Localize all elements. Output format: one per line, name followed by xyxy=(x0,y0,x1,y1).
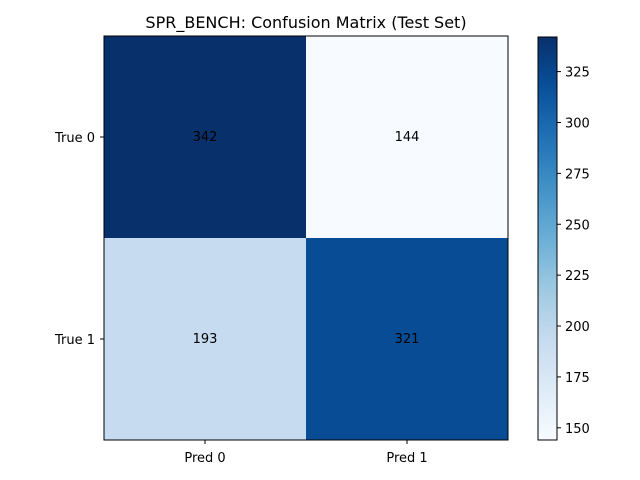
heatmap-cell-r0-c1 xyxy=(306,36,508,238)
heatmap-cells xyxy=(104,36,508,440)
heatmap-cell-r1-c1 xyxy=(306,238,508,440)
y-tick-label: True 0 xyxy=(54,131,95,146)
colorbar-tick-label: 250 xyxy=(565,218,590,233)
colorbar-tick-label: 225 xyxy=(565,269,590,284)
cell-value-label-r1-c0: 193 xyxy=(193,332,218,347)
colorbar-tick-label: 150 xyxy=(565,422,590,437)
colorbar-axis: 150 175 200 225 250 275 300 325 xyxy=(557,66,590,437)
x-axis: Pred 0 Pred 1 xyxy=(184,440,428,466)
x-tick-label: Pred 0 xyxy=(184,451,225,466)
heatmap-cell-r1-c0 xyxy=(104,238,306,440)
chart-title: SPR_BENCH: Confusion Matrix (Test Set) xyxy=(145,13,466,33)
colorbar xyxy=(537,36,558,441)
cell-value-label-r0-c1: 144 xyxy=(395,130,420,145)
colorbar-tick-label: 275 xyxy=(565,167,590,182)
x-tick-label: Pred 1 xyxy=(386,451,427,466)
cell-value-label-r1-c1: 321 xyxy=(395,332,420,347)
y-axis: True 0 True 1 xyxy=(54,131,104,348)
y-tick-label: True 1 xyxy=(54,333,95,348)
colorbar-tick-label: 300 xyxy=(565,116,590,131)
colorbar-tick-label: 200 xyxy=(565,320,590,335)
plot-frame xyxy=(103,35,509,441)
heatmap-cell-labels: 342 144 193 321 xyxy=(193,130,420,347)
colorbar-tick-label: 175 xyxy=(565,371,590,386)
cell-value-label-r0-c0: 342 xyxy=(193,130,218,145)
heatmap-cell-r0-c0 xyxy=(104,36,306,238)
colorbar-tick-label: 325 xyxy=(565,66,590,81)
